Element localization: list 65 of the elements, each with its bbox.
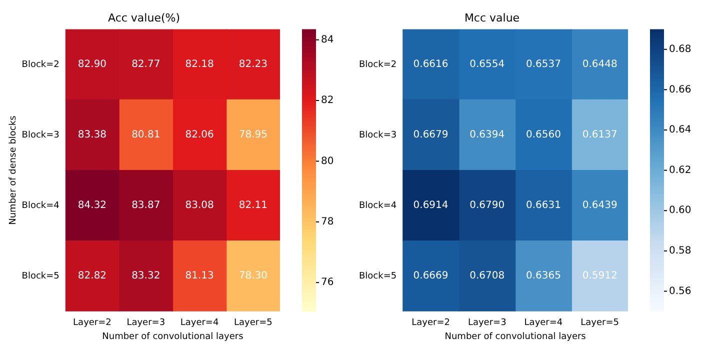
- color-bar-label: 76: [321, 277, 334, 288]
- chart-title: Mcc value: [464, 11, 520, 24]
- x-tick-label: Layer=3: [468, 318, 506, 328]
- data-label: 0.5912: [582, 270, 618, 282]
- data-label: 82.23: [238, 59, 268, 70]
- color-bar-label: 0.62: [669, 164, 692, 176]
- data-label: 82.82: [78, 270, 107, 282]
- data-label: 0.6137: [582, 130, 618, 141]
- data-label: 0.6554: [470, 59, 505, 70]
- color-bar-label: 0.68: [669, 44, 692, 55]
- color-bar-label: 0.64: [669, 124, 692, 136]
- data-label: 82.77: [132, 59, 160, 70]
- x-tick-label: Layer=2: [73, 318, 112, 328]
- data-label: 82.06: [185, 130, 214, 141]
- color-bar-label: 82: [321, 95, 334, 106]
- y-axis-title: Number of dense blocks: [8, 115, 19, 225]
- y-tick-label: Block=4: [22, 200, 60, 211]
- color-bar-label: 0.66: [669, 84, 692, 96]
- chart-title: Acc value(%): [108, 11, 180, 24]
- data-label: 0.6790: [470, 200, 505, 212]
- data-label: 81.13: [185, 270, 214, 282]
- data-label: 0.6537: [526, 59, 561, 70]
- y-tick-label: Block=2: [22, 60, 60, 70]
- data-label: 0.6365: [526, 270, 561, 282]
- x-tick-label: Layer=2: [412, 318, 450, 328]
- x-axis-title: Number of convolutional layers: [444, 332, 586, 342]
- color-bar-label: 0.58: [669, 246, 692, 257]
- data-label: 82.90: [78, 59, 107, 70]
- data-label: 0.6631: [526, 200, 561, 212]
- y-tick-label: Block=2: [359, 60, 397, 70]
- x-axis-title: Number of convolutional layers: [102, 332, 244, 342]
- data-label: 82.11: [238, 200, 268, 212]
- color-bar-label: 78: [321, 216, 334, 228]
- x-tick-label: Layer=5: [580, 318, 620, 328]
- data-label: 0.6560: [526, 130, 561, 141]
- y-tick-label: Block=5: [359, 271, 397, 282]
- x-tick-label: Layer=5: [234, 318, 272, 328]
- data-label: 0.6616: [413, 59, 448, 70]
- data-label: 83.08: [185, 200, 214, 212]
- x-tick-label: Layer=4: [180, 318, 219, 328]
- data-label: 0.6448: [582, 59, 618, 70]
- data-label: 0.6914: [413, 200, 448, 212]
- data-label: 0.6708: [470, 270, 505, 282]
- data-label: 80.81: [132, 130, 160, 141]
- data-label: 83.32: [132, 270, 160, 282]
- data-label: 83.38: [78, 130, 107, 141]
- data-label: 78.30: [238, 270, 268, 282]
- y-tick-label: Block=5: [22, 271, 60, 282]
- color-bar-label: 84: [321, 34, 334, 46]
- data-label: 84.32: [78, 200, 107, 212]
- color-bar-label: 80: [321, 156, 334, 167]
- data-label: 0.6394: [470, 130, 505, 141]
- y-tick-label: Block=3: [359, 130, 397, 140]
- data-label: 0.6679: [413, 130, 448, 141]
- color-bar-label: 0.56: [669, 286, 692, 297]
- y-tick-label: Block=3: [22, 130, 60, 140]
- data-label: 82.18: [185, 59, 214, 70]
- data-label: 78.95: [238, 130, 268, 141]
- data-label: 0.6669: [413, 270, 448, 282]
- data-label: 83.87: [132, 200, 160, 212]
- x-tick-label: Layer=4: [524, 318, 563, 328]
- data-label: 0.6439: [582, 200, 618, 212]
- color-bar-label: 0.60: [669, 205, 692, 216]
- y-tick-label: Block=4: [359, 200, 397, 211]
- x-tick-label: Layer=3: [126, 318, 166, 328]
